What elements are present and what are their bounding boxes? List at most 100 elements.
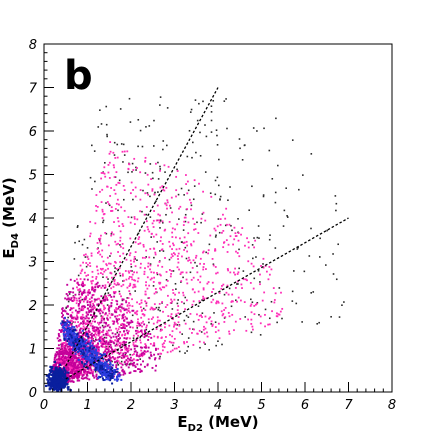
data-point <box>159 319 161 322</box>
data-point <box>111 276 113 279</box>
data-point <box>189 111 192 113</box>
data-point <box>171 335 173 338</box>
data-point <box>76 326 79 329</box>
data-point <box>107 341 110 344</box>
data-point <box>199 346 201 349</box>
data-point <box>108 370 111 373</box>
data-point <box>97 332 100 335</box>
data-point <box>73 326 76 329</box>
data-point <box>127 167 130 170</box>
data-point <box>76 286 78 289</box>
data-point <box>96 377 99 380</box>
data-point <box>171 231 174 234</box>
data-point <box>78 374 81 377</box>
data-point <box>108 358 110 360</box>
data-point <box>88 331 91 334</box>
data-point <box>150 236 152 238</box>
data-point <box>131 354 134 356</box>
data-point <box>237 218 239 220</box>
data-point <box>111 369 114 372</box>
data-point <box>265 270 268 273</box>
data-point <box>64 374 67 378</box>
data-point <box>123 342 126 345</box>
data-point <box>53 386 56 389</box>
data-point <box>98 349 100 352</box>
data-point <box>217 184 220 187</box>
x-axis-title-sub: D2 <box>188 423 203 434</box>
data-point <box>123 327 126 330</box>
data-point <box>109 262 112 265</box>
data-point <box>97 348 100 351</box>
data-point <box>205 321 208 324</box>
data-point <box>65 326 68 329</box>
data-point <box>291 300 294 302</box>
data-point <box>74 241 76 244</box>
data-point <box>97 346 100 349</box>
data-point <box>105 371 108 374</box>
data-point <box>92 360 95 363</box>
data-point <box>67 297 70 300</box>
data-point <box>81 323 84 325</box>
data-point <box>86 342 89 345</box>
data-point <box>201 312 204 314</box>
data-point <box>150 306 153 309</box>
data-point <box>259 322 262 325</box>
data-point <box>149 263 152 265</box>
data-point <box>72 307 75 309</box>
data-point <box>83 328 86 331</box>
data-point <box>127 307 130 310</box>
data-point <box>100 345 103 348</box>
data-point <box>234 320 237 323</box>
data-point <box>63 364 66 366</box>
data-point <box>236 280 239 283</box>
data-point <box>136 329 139 332</box>
data-point <box>110 252 112 255</box>
data-point <box>133 283 136 286</box>
data-point <box>135 310 138 313</box>
data-point <box>81 298 84 301</box>
data-point <box>118 338 120 340</box>
x-tick-label: 2 <box>127 398 135 413</box>
data-point <box>71 338 74 341</box>
data-point <box>114 290 117 293</box>
data-point <box>109 362 112 365</box>
data-point <box>158 357 161 360</box>
data-point <box>62 319 65 322</box>
data-point <box>55 351 58 354</box>
data-point <box>97 369 100 372</box>
data-point <box>69 389 72 392</box>
data-point <box>95 333 98 336</box>
data-point <box>74 339 77 342</box>
data-point <box>115 307 118 309</box>
data-point <box>141 145 144 148</box>
data-point <box>153 193 156 196</box>
data-point <box>162 148 164 151</box>
data-point <box>63 371 66 374</box>
data-point <box>214 249 216 252</box>
data-point <box>160 337 163 339</box>
data-point <box>259 273 261 276</box>
data-point <box>101 255 103 258</box>
data-point <box>129 353 131 356</box>
data-point <box>106 135 108 138</box>
data-point <box>149 264 152 267</box>
data-point <box>159 104 161 106</box>
data-point <box>186 155 189 158</box>
data-point <box>65 321 68 324</box>
data-point <box>91 346 94 349</box>
data-point <box>257 269 260 272</box>
data-point <box>183 302 185 305</box>
data-point <box>92 302 94 305</box>
data-point <box>127 171 129 174</box>
data-point <box>139 324 142 327</box>
data-point <box>69 298 72 301</box>
data-point <box>192 300 195 303</box>
data-point <box>58 365 61 368</box>
data-point <box>51 379 55 382</box>
data-point <box>149 195 151 198</box>
data-point <box>62 352 65 355</box>
data-point <box>81 347 84 350</box>
data-point <box>79 371 82 374</box>
data-point <box>60 329 63 332</box>
data-point <box>66 324 69 327</box>
